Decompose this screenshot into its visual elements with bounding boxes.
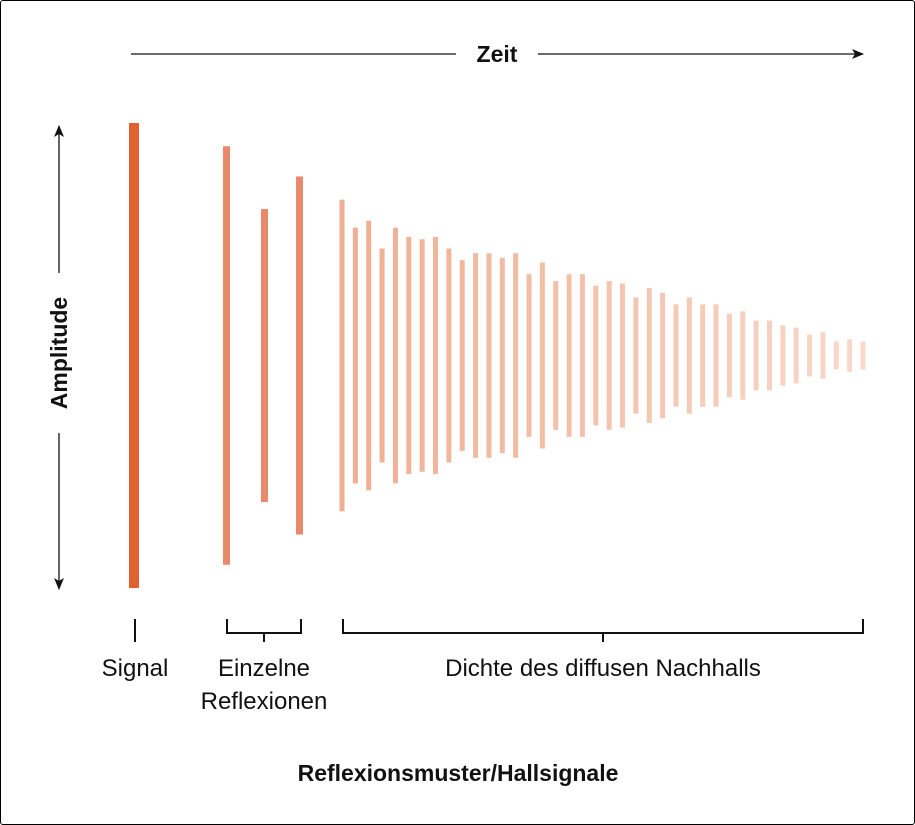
diffuse-bar: [352, 227, 358, 484]
time-axis: Zeit: [131, 41, 864, 67]
bars: [129, 123, 866, 588]
diffuse-bar: [660, 292, 666, 419]
diffuse-bar: [686, 297, 692, 414]
diffuse-bar: [406, 236, 412, 475]
diffuse-bar: [726, 313, 732, 398]
diffuse-bar: [579, 274, 585, 437]
diffuse-bar: [740, 311, 746, 400]
reflection-bar: [261, 209, 268, 502]
diagram-caption: Reflexionsmuster/Hallsignale: [298, 760, 619, 786]
diffuse-bar: [807, 334, 813, 377]
diffuse-bar: [593, 285, 599, 426]
diffuse-bar: [833, 341, 839, 370]
reflection-bar: [296, 176, 303, 535]
diffuse-bar: [646, 288, 652, 423]
diffuse-bar: [860, 341, 866, 370]
diffuse-bar: [633, 297, 639, 414]
diffuse-bar: [366, 220, 372, 491]
diffuse-bar: [820, 332, 826, 379]
diffuse-bar: [713, 304, 719, 407]
diffuse-bar: [793, 327, 799, 384]
group-brackets: [134, 619, 864, 642]
diffuse-bar: [459, 260, 465, 451]
signal-bar: [129, 123, 139, 588]
diffuse-bar: [606, 281, 612, 430]
diffuse-bar: [433, 236, 439, 475]
signal-label: Signal: [102, 655, 169, 682]
diffuse-bar: [766, 320, 772, 391]
diffuse-bar: [339, 199, 345, 512]
diffuse-bar: [486, 253, 492, 458]
diffuse-bar: [753, 320, 759, 391]
diffuse-bar: [566, 274, 572, 437]
time-axis-label: Zeit: [477, 41, 518, 67]
reflections-label-line1: Einzelne: [218, 655, 310, 682]
diffuse-bar: [700, 304, 706, 407]
reflections-label-line2: Reflexionen: [201, 688, 328, 715]
diffuse-bar: [446, 248, 452, 463]
diffuse-bar: [780, 325, 786, 386]
diffuse-bar: [553, 281, 559, 430]
diffuse-label: Dichte des diffusen Nachhalls: [445, 655, 761, 682]
diffuse-bar: [539, 262, 545, 449]
diffuse-bracket: [342, 619, 864, 642]
reflection-bar: [223, 146, 230, 565]
diffuse-bar: [513, 253, 519, 458]
diffuse-bar: [419, 239, 425, 472]
diffuse-bar: [379, 248, 385, 463]
diffuse-bar: [526, 274, 532, 437]
diffuse-bar: [499, 257, 505, 454]
amplitude-axis: Amplitude: [46, 125, 72, 590]
diffuse-bar: [473, 253, 479, 458]
diffuse-bar: [620, 283, 626, 428]
amplitude-axis-label: Amplitude: [46, 297, 72, 409]
reflections-bracket: [226, 619, 302, 642]
diffuse-bar: [673, 304, 679, 407]
diffuse-bar: [847, 339, 853, 372]
diffuse-bar: [392, 227, 398, 484]
